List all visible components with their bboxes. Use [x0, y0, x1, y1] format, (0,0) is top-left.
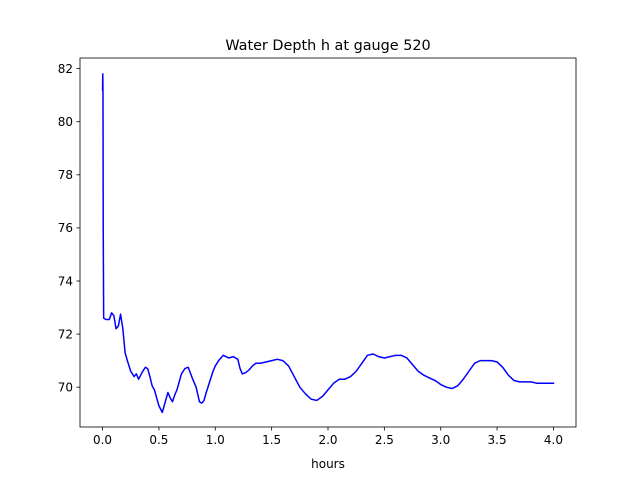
x-axis: 0.0 0.5 1.0 1.5 2.0 2.5 3.0 3.5 4.0 [93, 427, 563, 447]
x-axis-label: hours [311, 457, 345, 471]
x-tick-label: 1.5 [262, 433, 281, 447]
x-tick-label: 3.0 [431, 433, 450, 447]
y-tick-label: 74 [58, 274, 73, 288]
x-tick-label: 0.5 [149, 433, 168, 447]
y-tick-label: 76 [58, 221, 73, 235]
x-tick-label: 0.0 [93, 433, 112, 447]
x-tick-label: 4.0 [544, 433, 563, 447]
y-tick-label: 78 [58, 168, 73, 182]
chart-title: Water Depth h at gauge 520 [225, 38, 430, 54]
x-tick-label: 2.5 [375, 433, 394, 447]
x-tick-label: 3.5 [488, 433, 507, 447]
y-axis: 70 72 74 76 78 80 82 [58, 62, 80, 394]
y-tick-label: 70 [58, 380, 73, 394]
series-line-0 [101, 73, 555, 414]
y-tick-label: 72 [58, 327, 73, 341]
y-tick-label: 82 [58, 62, 73, 76]
x-tick-label: 1.0 [206, 433, 225, 447]
y-tick-label: 80 [58, 115, 73, 129]
x-tick-label: 2.0 [318, 433, 337, 447]
